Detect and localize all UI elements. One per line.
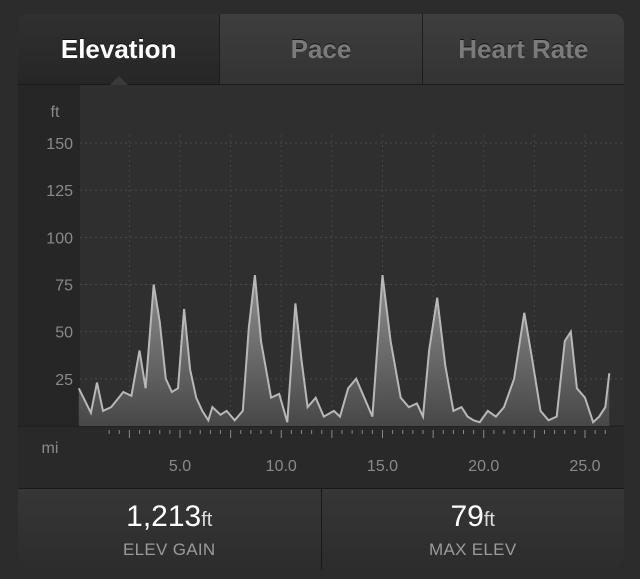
- x-tick-label: 10.0: [266, 458, 297, 475]
- stats-bar: 1,213ft ELEV GAIN 79ft MAX ELEV: [18, 488, 624, 570]
- elevation-line: [77, 274, 611, 424]
- elev-gain-label: ELEV GAIN: [123, 539, 216, 559]
- y-tick-label: 150: [46, 136, 73, 153]
- stat-max-elev: 79ft MAX ELEV: [322, 489, 625, 570]
- elevation-chart: 25 50 75 100 125 150 ft 5.0 10.0 15.0 20.0 25.0 mi: [18, 85, 624, 488]
- elevation-chart-svg: 25 50 75 100 125 150 ft 5.0 10.0 15.0 20.0 25.0 mi: [18, 85, 624, 488]
- y-axis-panel: [18, 85, 80, 426]
- y-tick-label: 50: [55, 325, 73, 342]
- tab-heart-rate[interactable]: Heart Rate: [458, 33, 589, 64]
- x-tick-label: 15.0: [367, 458, 398, 475]
- x-axis-band: [18, 426, 624, 488]
- y-tick-label: 100: [46, 230, 73, 247]
- tab-pace[interactable]: Pace: [220, 14, 423, 84]
- x-tick-label: 5.0: [169, 458, 191, 475]
- elev-gain-value: 1,213: [126, 499, 202, 533]
- elev-gain-value-line: 1,213ft: [126, 499, 213, 536]
- y-tick-label: 125: [46, 183, 73, 200]
- y-axis-label: ft: [51, 104, 60, 121]
- elev-gain-unit: ft: [201, 508, 213, 531]
- y-tick-label: 75: [55, 278, 73, 295]
- x-tick-label: 20.0: [468, 458, 499, 475]
- tab-bar: Elevation Pace Heart Rate: [18, 14, 624, 85]
- max-elev-unit: ft: [483, 508, 495, 531]
- stat-elev-gain: 1,213ft ELEV GAIN: [18, 489, 322, 570]
- max-elev-label: MAX ELEV: [429, 539, 517, 559]
- x-tick-label: 25.0: [569, 458, 600, 475]
- y-tick-label: 25: [55, 372, 73, 389]
- elevation-area: [78, 275, 610, 426]
- x-axis-label: mi: [42, 440, 59, 457]
- max-elev-value: 79: [450, 499, 484, 533]
- tab-elevation[interactable]: Elevation: [18, 14, 221, 85]
- elevation-card: Elevation Pace Heart Rate 25 50 75 100 125 15…: [18, 14, 624, 570]
- max-elev-value-line: 79ft: [450, 499, 496, 536]
